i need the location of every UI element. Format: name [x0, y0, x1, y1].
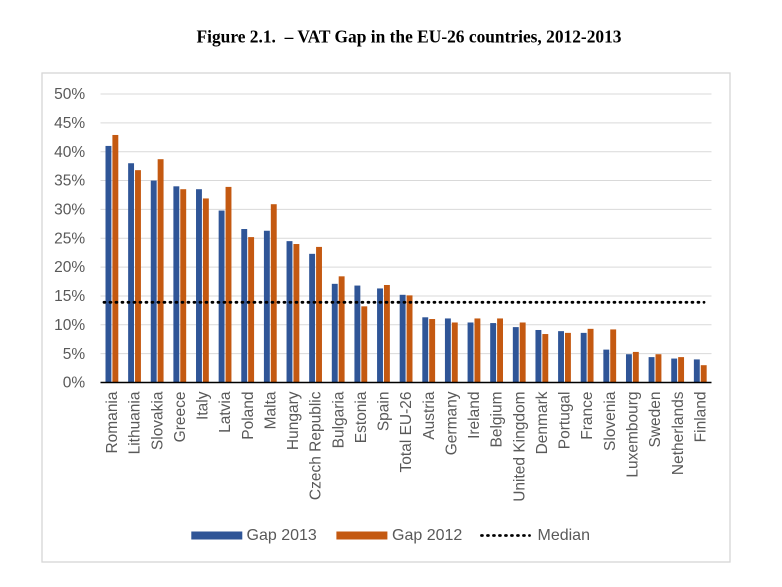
svg-text:Ireland: Ireland: [466, 392, 483, 439]
svg-text:Sweden: Sweden: [647, 392, 664, 448]
svg-text:35%: 35%: [54, 173, 85, 190]
svg-text:Finland: Finland: [692, 392, 709, 443]
svg-text:Austria: Austria: [421, 391, 438, 440]
svg-text:Poland: Poland: [240, 392, 257, 440]
svg-text:Gap 2013: Gap 2013: [247, 527, 317, 544]
svg-text:Czech Republic: Czech Republic: [308, 391, 325, 500]
svg-text:Greece: Greece: [172, 392, 189, 443]
svg-text:Luxembourg: Luxembourg: [625, 392, 642, 478]
svg-text:Latvia: Latvia: [217, 391, 234, 433]
svg-text:Netherlands: Netherlands: [670, 391, 687, 475]
svg-text:Total EU-26: Total EU-26: [398, 392, 415, 473]
svg-text:10%: 10%: [54, 317, 85, 334]
svg-text:Denmark: Denmark: [534, 391, 551, 454]
svg-text:Portugal: Portugal: [557, 392, 574, 450]
svg-text:Gap 2012: Gap 2012: [392, 527, 462, 544]
svg-text:Estonia: Estonia: [353, 391, 370, 443]
svg-text:0%: 0%: [63, 375, 86, 392]
svg-text:15%: 15%: [54, 288, 85, 305]
svg-text:25%: 25%: [54, 230, 85, 247]
svg-text:20%: 20%: [54, 259, 85, 276]
svg-text:5%: 5%: [63, 346, 86, 363]
svg-text:Spain: Spain: [376, 392, 393, 432]
svg-text:30%: 30%: [54, 202, 85, 219]
svg-text:Lithuania: Lithuania: [127, 391, 144, 454]
svg-text:Hungary: Hungary: [285, 391, 302, 450]
svg-text:Romania: Romania: [104, 391, 121, 453]
svg-text:Slovenia: Slovenia: [602, 391, 619, 451]
svg-text:40%: 40%: [54, 144, 85, 161]
svg-text:Bulgaria: Bulgaria: [330, 391, 347, 448]
svg-text:Slovakia: Slovakia: [149, 391, 166, 450]
svg-text:United Kingdom: United Kingdom: [511, 392, 528, 502]
svg-text:Figure 2.1. – VAT Gap in the: Figure 2.1. – VAT Gap in the EU-26 count…: [197, 26, 622, 46]
svg-text:Italy: Italy: [195, 391, 212, 420]
svg-text:45%: 45%: [54, 115, 85, 132]
svg-text:Belgium: Belgium: [489, 392, 506, 448]
svg-text:Median: Median: [538, 527, 590, 544]
svg-text:50%: 50%: [54, 86, 85, 103]
svg-text:Malta: Malta: [262, 391, 279, 429]
svg-text:Germany: Germany: [443, 391, 460, 455]
svg-text:France: France: [579, 392, 596, 440]
